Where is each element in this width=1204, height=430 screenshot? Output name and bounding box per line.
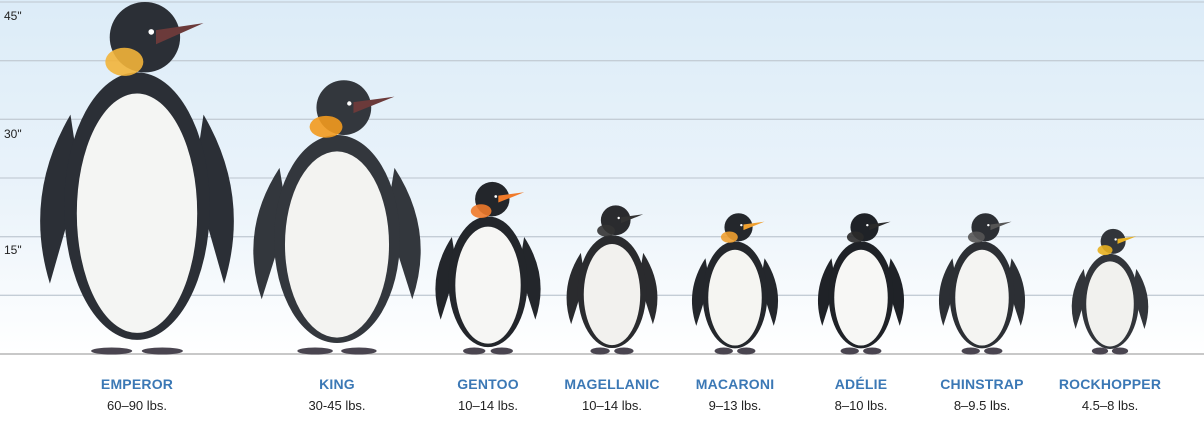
label-king: KING [319,376,355,392]
label-chinstrap: CHINSTRAP [940,376,1024,392]
penguin-king [253,80,421,355]
weight-emperor: 60–90 lbs. [107,398,167,413]
label-emperor: EMPEROR [100,376,174,392]
weight-chinstrap: 8–9.5 lbs. [953,398,1011,413]
penguin-adelie [817,213,905,355]
label-rockhopper: ROCKHOPPER [1058,376,1162,392]
weight-gentoo: 10–14 lbs. [458,398,518,413]
penguin-magellanic [566,205,658,355]
label-magellanic: MAGELLANIC [564,376,660,392]
weight-magellanic: 10–14 lbs. [582,398,642,413]
penguin-macaroni [691,213,779,355]
y-tick-15: 15" [4,243,22,257]
weight-king: 30-45 lbs. [308,398,366,413]
label-adelie: ADÉLIE [834,376,888,392]
label-gentoo: GENTOO [457,376,519,392]
label-macaroni: MACARONI [695,376,775,392]
y-tick-45: 45" [4,9,22,23]
penguin-chinstrap [938,213,1026,355]
weight-macaroni: 9–13 lbs. [708,398,762,413]
y-tick-30: 30" [4,127,22,141]
weight-rockhopper: 4.5–8 lbs. [1081,398,1139,413]
penguin-rockhopper [1071,228,1149,355]
weight-adelie: 8–10 lbs. [834,398,888,413]
penguin-gentoo [435,181,541,355]
penguin-emperor [40,2,234,355]
